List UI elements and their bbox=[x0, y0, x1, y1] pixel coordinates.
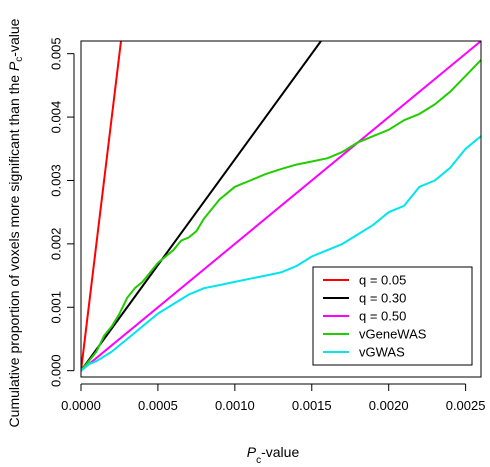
series-line-vgenewas bbox=[81, 59, 481, 372]
y-tick-label: 0.001 bbox=[49, 291, 64, 324]
series-line-q-0-30 bbox=[81, 41, 322, 372]
x-tick-label: 0.0015 bbox=[292, 398, 332, 413]
y-tick-label: 0.002 bbox=[49, 228, 64, 261]
series-line-q-0-50 bbox=[81, 41, 481, 372]
legend-label: vGWAS bbox=[359, 345, 405, 360]
y-title-before: Cumulative proportion of voxels more sig… bbox=[6, 71, 22, 427]
x-axis-title: Pc-value bbox=[247, 444, 300, 466]
y-title-after: -value bbox=[6, 18, 22, 56]
series-layer bbox=[81, 41, 481, 372]
x-tick-label: 0.0010 bbox=[215, 398, 255, 413]
y-title-sub: c bbox=[14, 57, 25, 62]
y-title-p: P bbox=[6, 61, 22, 71]
legend-label: q = 0.50 bbox=[359, 309, 406, 324]
series-line-vgwas bbox=[81, 135, 481, 372]
x-title-p: P bbox=[247, 444, 257, 460]
legend-label: vGeneWAS bbox=[359, 327, 427, 342]
y-axis-title: Cumulative proportion of voxels more sig… bbox=[6, 18, 25, 427]
x-title-sub: c bbox=[256, 455, 261, 466]
x-tick-label: 0.0000 bbox=[61, 398, 101, 413]
legend-label: q = 0.05 bbox=[359, 273, 406, 288]
y-tick-label: 0.004 bbox=[49, 101, 64, 134]
x-tick-label: 0.0025 bbox=[446, 398, 486, 413]
x-tick-label: 0.0005 bbox=[138, 398, 178, 413]
plot-frame bbox=[80, 40, 482, 378]
y-tick-label: 0.003 bbox=[49, 164, 64, 197]
y-tick-label: 0.005 bbox=[49, 37, 64, 70]
x-axis: 0.0000 0.0005 0.0010 0.0015 0.0020 0.0025 bbox=[61, 383, 486, 413]
legend: q = 0.05 q = 0.30 q = 0.50 vGeneWAS vGWAS bbox=[312, 266, 473, 366]
series-line-q-0-05 bbox=[81, 41, 122, 371]
x-title-rest: -value bbox=[261, 444, 299, 460]
legend-label: q = 0.30 bbox=[359, 291, 406, 306]
x-tick-label: 0.0020 bbox=[369, 398, 409, 413]
y-axis: 0.000 0.001 0.002 0.003 0.004 0.005 bbox=[49, 37, 75, 387]
y-tick-label: 0.000 bbox=[49, 354, 64, 387]
